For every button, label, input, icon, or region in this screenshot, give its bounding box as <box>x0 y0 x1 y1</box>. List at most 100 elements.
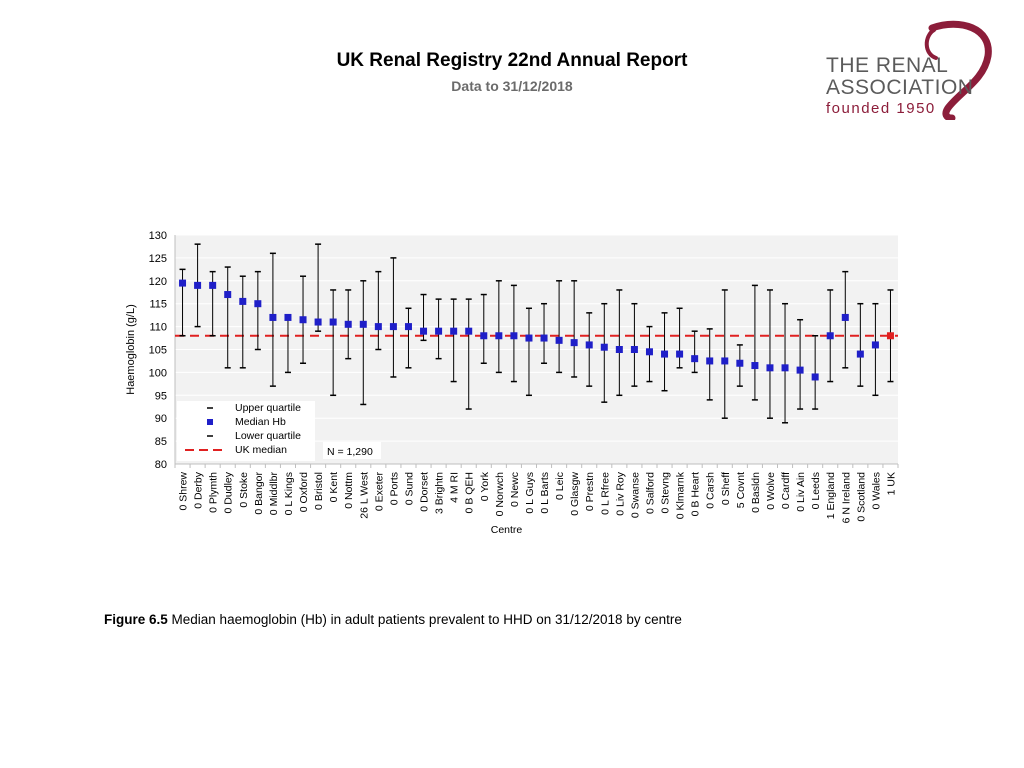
median-point <box>645 348 653 356</box>
logo-text-line2: ASSOCIATION <box>826 76 974 99</box>
x-tick-label: 0 Dudley <box>223 471 235 513</box>
x-tick-label: 0 Dorset <box>419 472 431 512</box>
x-tick-label: 0 Sheff <box>720 472 732 505</box>
median-point <box>420 327 428 335</box>
median-point <box>570 339 578 347</box>
median-point <box>796 366 804 374</box>
median-point <box>781 364 789 372</box>
y-tick-label: 95 <box>155 390 167 402</box>
caption-label: Figure 6.5 <box>104 612 168 627</box>
x-tick-label: 0 Oxford <box>298 472 310 512</box>
x-tick-label: 0 Ports <box>388 472 400 505</box>
x-tick-label: 0 Shrew <box>178 472 190 511</box>
x-tick-label: 4 M RI <box>449 472 461 503</box>
x-tick-label: 0 Bangor <box>253 472 265 515</box>
sample-size-annotation: N = 1,290 <box>327 446 373 458</box>
legend-label: Median Hb <box>235 416 286 428</box>
haemoglobin-chart: 80 85 90 95 100 105 110 115 120 125 130 0 Shrew 0 De… <box>125 230 899 536</box>
median-point <box>811 373 819 381</box>
x-tick-label: 0 L Guys <box>524 472 536 514</box>
median-point <box>721 357 729 365</box>
median-point <box>284 313 292 321</box>
median-point <box>871 341 879 349</box>
median-point <box>540 334 548 342</box>
x-tick-label: 0 Plymth <box>208 472 220 513</box>
report-subtitle: Data to 31/12/2018 <box>451 78 573 94</box>
x-tick-label: 0 York <box>479 471 491 501</box>
median-point <box>450 327 458 335</box>
median-point <box>676 350 684 358</box>
median-point <box>766 364 774 372</box>
x-tick-label: 0 Derby <box>193 471 205 509</box>
median-point <box>495 332 503 340</box>
x-tick-label: 0 Sund <box>403 472 415 505</box>
x-tick-label: 0 L Barts <box>539 472 551 514</box>
logo-text-line1: THE RENAL <box>826 54 949 77</box>
x-tick-label: 6 N Ireland <box>840 472 852 524</box>
x-tick-label: 0 Liv Ain <box>795 472 807 512</box>
x-tick-label: 0 Wolve <box>765 472 777 510</box>
x-tick-label: 0 Klmarnk <box>675 471 687 519</box>
median-point <box>374 323 382 331</box>
median-point <box>751 362 759 370</box>
x-tick-label: 0 L Rfree <box>599 472 611 515</box>
y-tick-label: 105 <box>149 345 167 357</box>
x-tick-label: 0 Salford <box>644 472 656 514</box>
median-point <box>841 313 849 321</box>
median-point <box>856 350 864 358</box>
x-tick-label: 0 B Heart <box>690 472 702 516</box>
median-point <box>179 279 187 287</box>
y-tick-label: 125 <box>149 253 167 265</box>
x-tick-label: 0 Wales <box>870 472 882 510</box>
caption-text: Median haemoglobin (Hb) in adult patient… <box>167 612 682 627</box>
x-tick-label: 3 Brightn <box>434 472 446 514</box>
x-tick-label: 0 Swanse <box>629 472 641 518</box>
legend-label: Lower quartile <box>235 430 301 442</box>
x-tick-label: 0 Stoke <box>238 472 250 508</box>
y-axis-title: Haemoglobin (g/L) <box>125 304 137 395</box>
x-tick-label: 0 Leeds <box>810 472 822 509</box>
median-point <box>826 332 834 340</box>
median-point <box>886 332 894 340</box>
x-tick-label: 0 Basldn <box>750 472 762 513</box>
legend-median-marker <box>207 419 213 425</box>
median-point <box>254 300 262 308</box>
median-point <box>329 318 337 326</box>
x-axis-title: Centre <box>491 524 523 536</box>
x-tick-label: 0 Bristol <box>313 472 325 510</box>
median-point <box>465 327 473 335</box>
x-tick-label: 0 Middlbr <box>268 471 280 515</box>
x-tick-label: 0 Carsh <box>705 472 717 509</box>
median-point <box>615 346 623 353</box>
x-tick-label: 1 UK <box>885 472 897 495</box>
y-tick-label: 80 <box>155 459 167 471</box>
x-tick-label: 0 Cardff <box>780 472 792 509</box>
x-tick-label: 26 L West <box>358 472 370 519</box>
x-tick-label: 0 Scotland <box>855 472 867 522</box>
x-tick-label: 0 Nottm <box>343 472 355 509</box>
x-tick-label: 0 Glasgw <box>569 472 581 516</box>
legend-label: UK median <box>235 444 287 456</box>
median-point <box>630 346 638 353</box>
median-point <box>224 291 232 299</box>
x-tick-label: 1 England <box>825 472 837 519</box>
y-tick-label: 90 <box>155 413 167 425</box>
median-point <box>209 281 217 289</box>
y-tick-label: 115 <box>149 299 167 311</box>
y-tick-label: 110 <box>149 322 167 334</box>
median-point <box>525 334 533 342</box>
x-tick-label: 0 Liv Roy <box>614 471 626 516</box>
x-tick-label: 0 Kent <box>328 472 340 502</box>
x-tick-label: 5 Covnt <box>735 472 747 508</box>
y-tick-label: 120 <box>149 276 167 288</box>
median-point <box>299 316 307 324</box>
median-point <box>239 297 247 305</box>
legend-label: Upper quartile <box>235 402 301 414</box>
x-tick-label: 0 Norwch <box>494 472 506 517</box>
renal-association-logo: THE RENAL ASSOCIATION founded 1950 <box>820 20 1000 120</box>
median-point <box>661 350 669 358</box>
y-tick-label: 100 <box>149 367 167 379</box>
median-point <box>435 327 443 335</box>
median-point <box>269 313 277 321</box>
x-tick-label: 0 L Kings <box>283 472 295 515</box>
